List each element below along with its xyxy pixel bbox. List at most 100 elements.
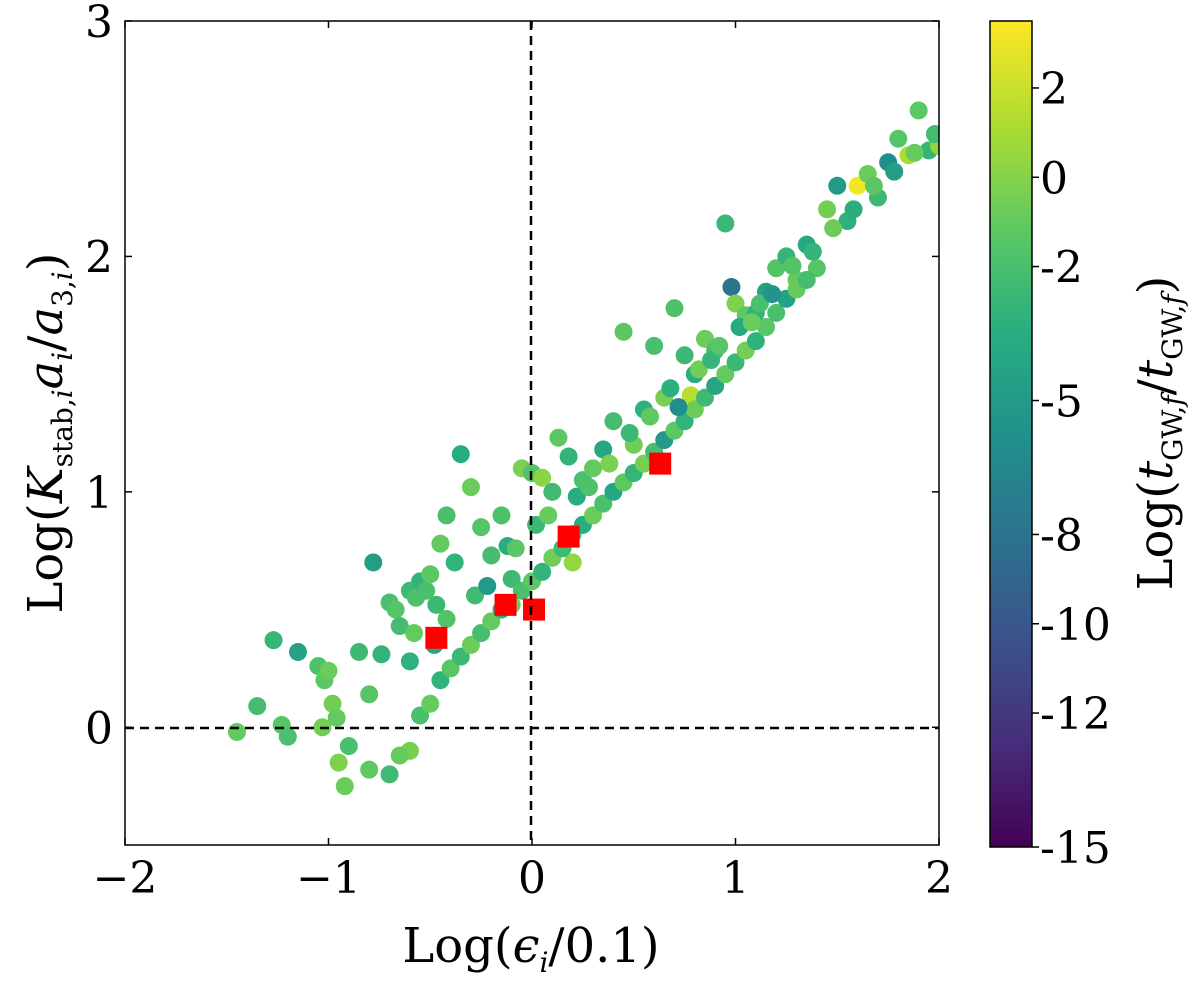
colorbar-label: Log(tGW,f/tGW,f): [1128, 276, 1189, 591]
scatter-point: [584, 459, 603, 478]
scatter-point: [248, 697, 267, 716]
scatter-point: [482, 612, 501, 631]
scatter-point: [441, 659, 460, 678]
scatter-point: [390, 746, 409, 765]
y-tick-label: 2: [85, 232, 113, 283]
y-tick-label: 0: [85, 703, 113, 754]
scatter-point: [797, 270, 816, 289]
x-tick-label: −2: [93, 853, 158, 904]
scatter-point: [803, 242, 822, 261]
scatter-point: [579, 478, 598, 497]
x-axis-label: Log(ϵi/0.1): [402, 918, 659, 979]
scatter-point: [641, 407, 660, 426]
scatter-point: [327, 708, 346, 727]
scatter-point: [288, 642, 307, 661]
scatter-point: [722, 278, 741, 297]
scatter-point: [681, 386, 700, 405]
x-tick-label: 0: [518, 853, 546, 904]
scatter-point: [506, 539, 525, 558]
y-axis-label: Log(Kstab,iai/a3,i): [18, 252, 79, 613]
highlight-square: [557, 525, 580, 548]
scatter-point: [909, 101, 928, 120]
scatter-point: [360, 685, 379, 704]
scatter-point: [695, 329, 714, 348]
x-tick-label: −1: [296, 853, 361, 904]
x-axis-ticks: −2 −1 0 1 2: [93, 21, 953, 904]
colorbar: [989, 20, 1033, 848]
colorbar-tick-label: 2: [1040, 64, 1068, 115]
scatter-point: [726, 294, 745, 313]
scatter-point: [634, 454, 653, 473]
scatter-point: [437, 609, 456, 628]
scatter-point: [645, 336, 664, 355]
scatter-point: [372, 645, 391, 664]
scatter-point: [706, 376, 725, 395]
scatter-point: [350, 642, 369, 661]
scatter-point: [716, 214, 735, 233]
scatter-point: [472, 624, 491, 643]
colorbar-tick-label: -8: [1040, 510, 1083, 561]
scatter-point: [669, 398, 688, 417]
scatter-point: [543, 482, 562, 501]
scatter-point: [461, 635, 480, 654]
scatter-point: [417, 581, 436, 600]
scatter-point: [461, 478, 480, 497]
x-tick-label: 1: [722, 853, 750, 904]
scatter-point: [539, 506, 558, 525]
y-tick-label: 3: [85, 0, 113, 48]
scatter-point: [757, 318, 776, 337]
scatter-point: [726, 353, 745, 372]
colorbar-ticks: 2 0 -2 -5 -8 -10 -12 -15: [1032, 64, 1111, 874]
colorbar-tick-label: -12: [1040, 689, 1111, 740]
scatter-point: [665, 299, 684, 318]
scatter-point: [421, 694, 440, 713]
scatter-point: [400, 652, 419, 671]
highlight-square: [494, 593, 517, 616]
colorbar-tick-label: 0: [1040, 153, 1068, 204]
scatter-point: [466, 586, 485, 605]
scatter-point: [750, 294, 769, 313]
colorbar-tick-label: -15: [1040, 823, 1111, 874]
scatter-point: [710, 336, 729, 355]
scatter-point: [604, 412, 623, 431]
scatter-point: [563, 553, 582, 572]
scatter-point: [380, 765, 399, 784]
scatter-point: [824, 219, 843, 238]
scatter-point: [742, 313, 761, 332]
scatter-point: [451, 445, 470, 464]
scatter-points: [227, 101, 939, 796]
scatter-point: [889, 129, 908, 148]
scatter-point: [431, 671, 450, 690]
scatter-point: [482, 546, 501, 565]
scatter-point: [278, 727, 297, 746]
scatter-point: [807, 259, 826, 278]
y-tick-label: 1: [85, 468, 113, 519]
scatter-point: [675, 346, 694, 365]
scatter-point: [818, 200, 837, 219]
scatter-point: [695, 388, 714, 407]
highlight-square: [523, 598, 546, 621]
scatter-point: [885, 162, 904, 181]
scatter-point: [905, 143, 924, 162]
scatter-point: [600, 454, 619, 473]
scatter-point: [675, 412, 694, 431]
scatter-point: [451, 647, 470, 666]
scatter-point: [386, 600, 405, 619]
highlight-square: [425, 626, 448, 649]
scatter-point: [364, 553, 383, 572]
scatter-point: [783, 256, 802, 275]
scatter-point: [767, 303, 786, 322]
scatter-point: [767, 259, 786, 278]
scatter-point: [746, 332, 765, 351]
scatter-point: [685, 400, 704, 419]
scatter-point: [421, 565, 440, 584]
scatter-point: [584, 506, 603, 525]
scatter-point: [828, 176, 847, 195]
y-axis-ticks: 0 1 2 3: [85, 0, 939, 754]
scatter-point: [339, 737, 358, 756]
scatter-point: [594, 440, 613, 459]
colorbar-tick-label: -10: [1040, 600, 1111, 651]
highlight-squares: [425, 452, 672, 649]
scatter-point: [559, 447, 578, 466]
